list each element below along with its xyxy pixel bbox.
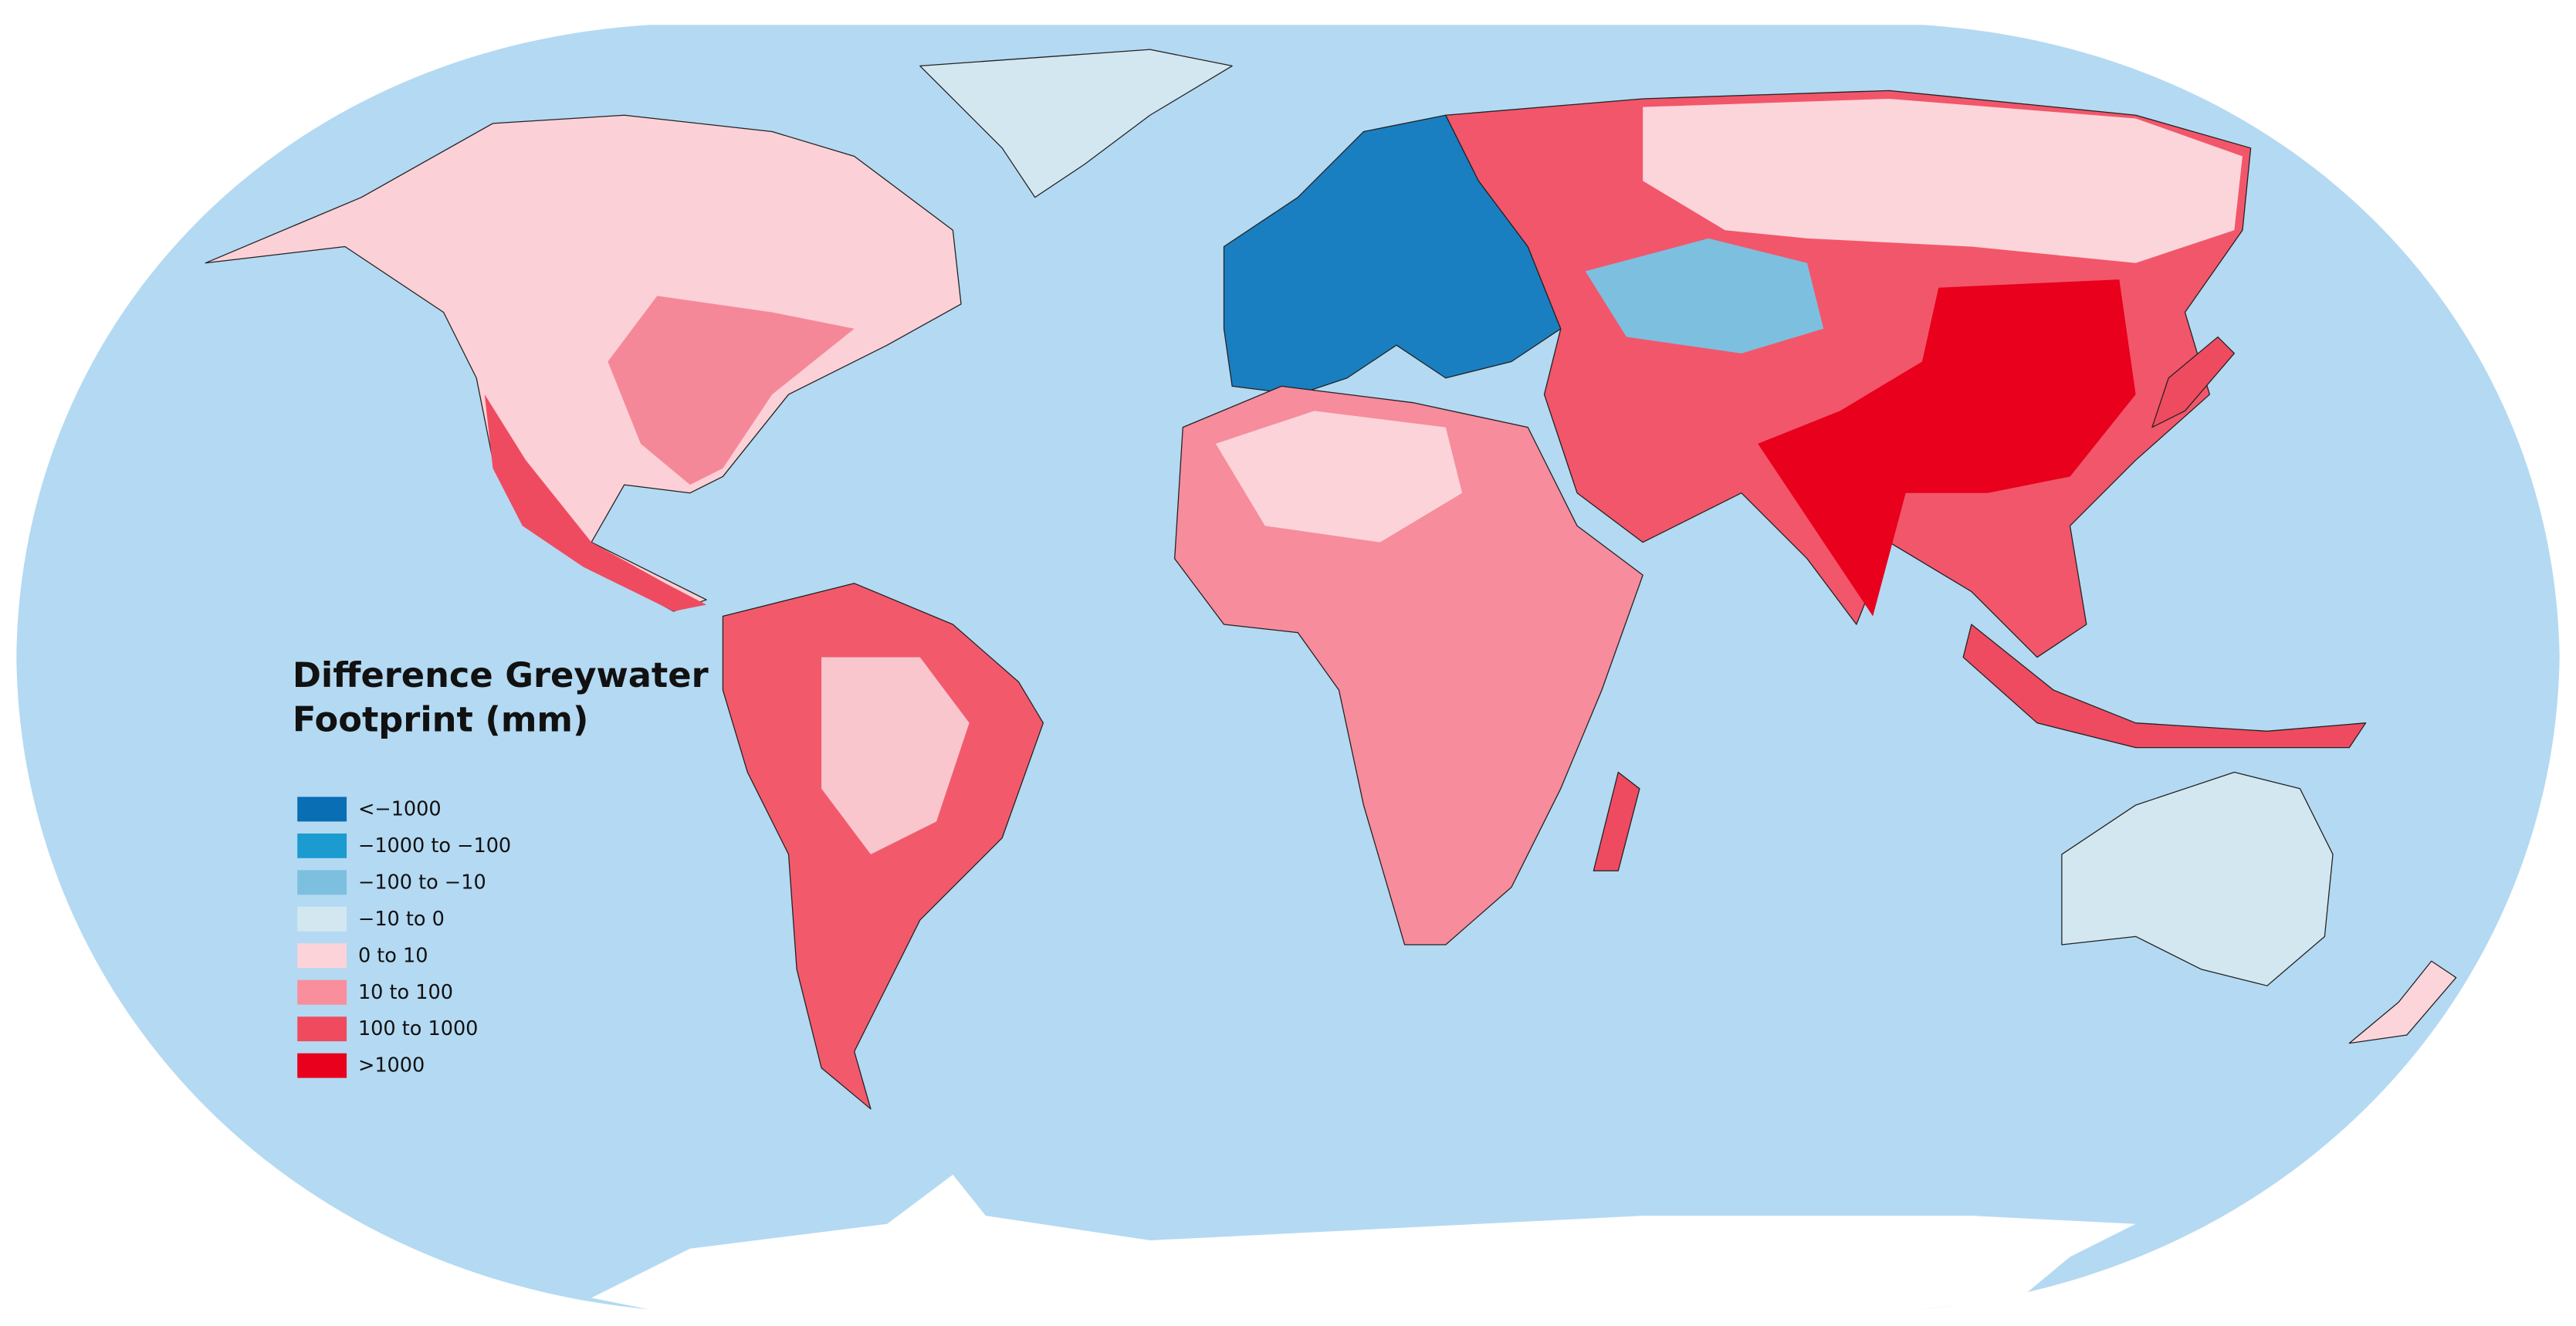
- legend-swatch: [297, 979, 347, 1005]
- asia-north: [1643, 98, 2243, 263]
- legend-label: <−1000: [358, 797, 442, 820]
- antarctica: [591, 1174, 2136, 1310]
- title-holder: Difference Greywater Footprint (mm): [292, 655, 709, 739]
- legend-swatch: [297, 833, 347, 858]
- legend-swatch: [297, 870, 347, 895]
- legend-label: −100 to −10: [358, 871, 486, 894]
- indonesia: [1962, 624, 2367, 749]
- madagascar: [1593, 771, 1640, 871]
- legend-swatch: [297, 1016, 347, 1042]
- south-america-interior: [821, 657, 970, 854]
- europe: [1223, 114, 1562, 395]
- legend-label: −10 to 0: [358, 908, 445, 931]
- legend-swatch: [297, 943, 347, 969]
- north-america: [205, 114, 962, 612]
- legend-swatch: [297, 1053, 347, 1078]
- map-title: Difference Greywater Footprint (mm): [292, 655, 709, 739]
- legend-label: 100 to 1000: [358, 1017, 478, 1040]
- legend-label: −1000 to −100: [358, 834, 511, 858]
- japan: [2151, 336, 2235, 428]
- legend-label: 10 to 100: [358, 981, 453, 1004]
- legend-label: 0 to 10: [358, 944, 428, 967]
- continents: [205, 49, 2457, 1310]
- china-india: [1758, 279, 2136, 617]
- north-america-east: [608, 296, 855, 485]
- legend-swatch: [297, 906, 347, 932]
- legend-swatch: [297, 797, 347, 822]
- africa-north: [1215, 411, 1463, 543]
- new-zealand: [2348, 960, 2457, 1044]
- central-asia: [1585, 238, 1824, 353]
- legend-label: >1000: [358, 1054, 425, 1077]
- australia: [2061, 771, 2334, 986]
- greenland: [919, 49, 1233, 198]
- legend: <−1000 −1000 to −100 −100 to −10 −10 to 0 0 …: [297, 797, 511, 1078]
- north-america-south: [484, 394, 707, 611]
